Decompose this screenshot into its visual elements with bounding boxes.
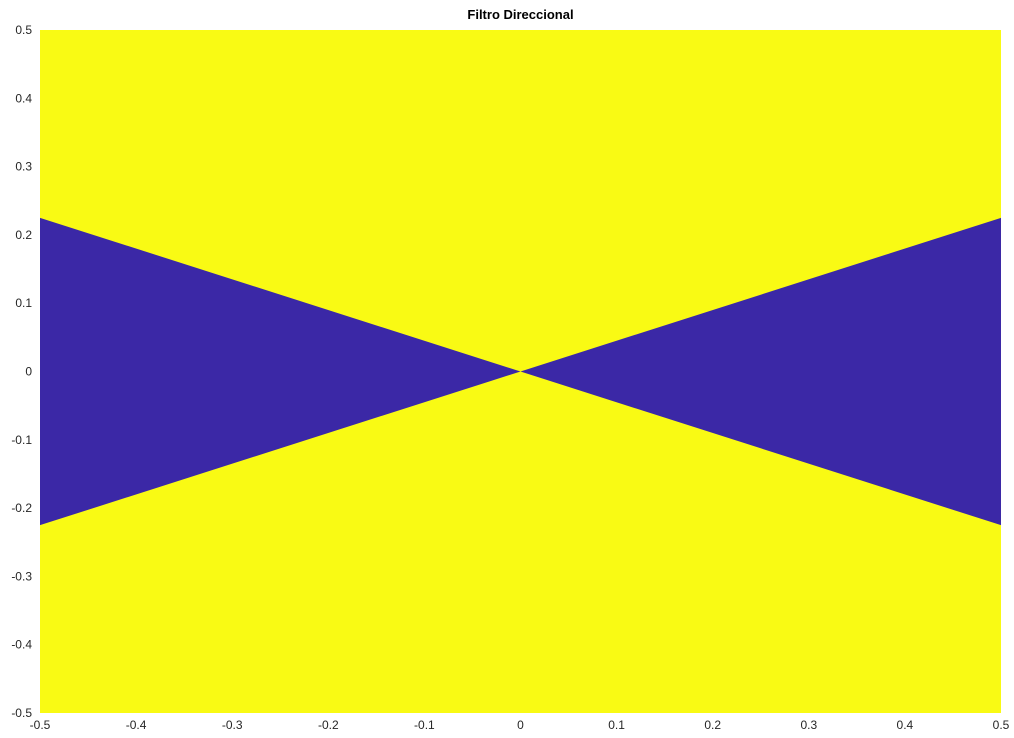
filter-region-0 bbox=[40, 217, 521, 526]
x-tick-label: -0.4 bbox=[126, 718, 147, 732]
x-tick-label: 0.1 bbox=[608, 718, 625, 732]
x-tick-label: 0.3 bbox=[800, 718, 817, 732]
y-tick-label: -0.1 bbox=[11, 433, 32, 447]
y-tick-label: -0.2 bbox=[11, 501, 32, 515]
x-tick-label: -0.3 bbox=[222, 718, 243, 732]
x-tick-label: -0.1 bbox=[414, 718, 435, 732]
x-tick-label: 0.5 bbox=[993, 718, 1010, 732]
x-tick-label: 0.4 bbox=[897, 718, 914, 732]
filter-regions bbox=[40, 217, 1001, 526]
y-tick-label: 0 bbox=[25, 365, 32, 379]
filter-region-1 bbox=[520, 217, 1001, 526]
y-axis: -0.5 -0.4 -0.3 -0.2 -0.1 0 0.1 0.2 0.3 0.4 0.5 bbox=[11, 23, 32, 720]
y-tick-label: 0.2 bbox=[15, 228, 32, 242]
y-tick-label: 0.5 bbox=[15, 23, 32, 37]
y-tick-label: -0.4 bbox=[11, 638, 32, 652]
y-tick-label: 0.3 bbox=[15, 160, 32, 174]
x-tick-label: -0.2 bbox=[318, 718, 339, 732]
y-tick-label: -0.5 bbox=[11, 706, 32, 720]
y-tick-label: 0.1 bbox=[15, 296, 32, 310]
x-axis: -0.5 -0.4 -0.3 -0.2 -0.1 0 0.1 0.2 0.3 0.4 0.5 bbox=[30, 718, 1010, 732]
x-tick-label: -0.5 bbox=[30, 718, 51, 732]
y-tick-label: -0.3 bbox=[11, 569, 32, 583]
y-tick-label: 0.4 bbox=[15, 91, 32, 105]
x-tick-label: 0.2 bbox=[704, 718, 721, 732]
x-tick-label: 0 bbox=[517, 718, 524, 732]
chart-title: Filtro Direccional bbox=[467, 7, 573, 22]
